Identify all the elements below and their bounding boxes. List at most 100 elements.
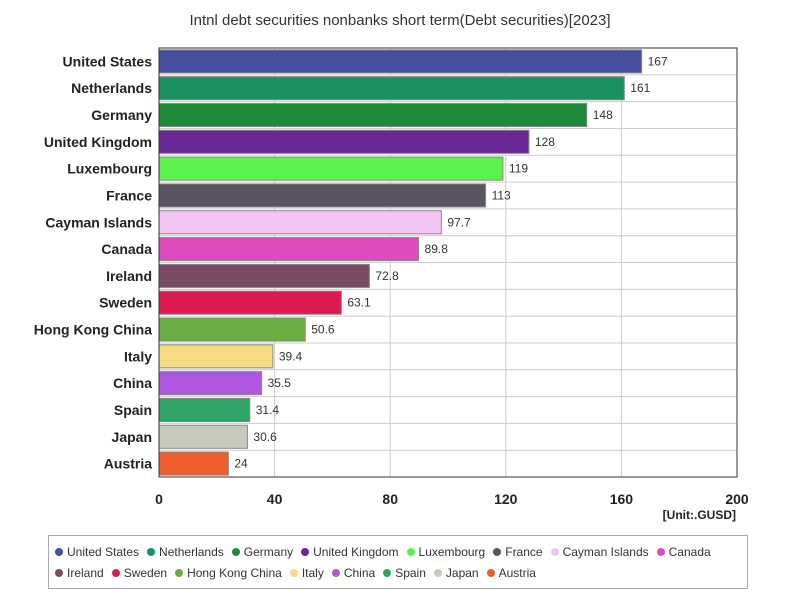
value-label: 161 [630,81,650,95]
legend-label: France [505,544,543,559]
value-label: 119 [509,162,528,176]
value-label: 50.6 [311,323,335,337]
legend-label: Austria [498,565,536,580]
legend-item[interactable]: China [331,562,376,583]
legend-item[interactable]: Luxembourg [406,541,486,562]
legend-item[interactable]: Cayman Islands [550,541,649,562]
legend-label: Japan [445,565,479,580]
category-label: Spain [114,402,152,418]
legend-label: China [343,565,376,580]
category-labels: United States Netherlands Germany United Ki… [34,53,152,471]
grid-lines [158,48,738,477]
legend-marker [111,568,120,577]
legend-label: United States [67,544,140,559]
x-tick-label: 120 [494,491,518,507]
bar [158,371,263,396]
category-label: Ireland [106,268,152,284]
value-label: 148 [593,108,613,122]
bar [158,76,625,101]
value-label: 167 [648,54,668,68]
category-label: Austria [104,456,152,472]
legend-label: Luxembourg [418,544,486,559]
bar [158,103,588,128]
legend-item[interactable]: France [493,541,543,562]
legend-item[interactable]: Italy [289,562,324,583]
x-tick-label: 200 [725,491,749,507]
bar [158,49,643,74]
legend-item[interactable]: Austria [486,562,536,583]
legend-item[interactable]: Canada [656,541,711,562]
legend-marker [231,547,240,556]
category-label: United Kingdom [44,134,152,150]
legend-label: Spain [395,565,426,580]
bar [158,290,342,315]
bar [158,129,530,154]
legend-item[interactable]: United States [55,541,139,562]
x-tick-label: 80 [382,491,398,507]
category-label: Germany [91,107,152,123]
legend-marker [289,568,298,577]
category-label: Cayman Islands [45,214,152,230]
legend-label: Ireland [67,565,104,580]
value-label: 72.8 [375,269,399,283]
legend-item[interactable]: Spain [383,562,426,583]
legend-marker [55,568,63,577]
bar [158,317,306,342]
value-label: 89.8 [425,242,449,256]
category-label: Italy [124,348,152,364]
bar [158,183,487,208]
legend: United States Netherlands Germany United Ki… [48,535,748,589]
legend-label: Netherlands [159,544,224,559]
legend-item[interactable]: Germany [231,541,294,562]
category-label: France [106,187,152,203]
category-label: Luxembourg [67,161,152,177]
category-label: Hong Kong China [34,322,152,338]
bar [158,397,251,422]
legend-item[interactable]: United Kingdom [301,541,399,562]
value-label: 30.6 [253,430,277,444]
legend-marker [175,568,184,577]
legend-marker [331,568,340,577]
legend-label: Germany [243,544,294,559]
bar [158,424,248,449]
value-label: 128 [535,135,555,149]
legend-marker [493,547,502,556]
value-label: 31.4 [256,403,280,417]
legend-label: Hong Kong China [187,565,282,580]
legend-item[interactable]: Netherlands [147,541,224,562]
legend-item[interactable]: Ireland [55,562,104,583]
legend-marker [656,547,665,556]
category-label: Sweden [99,295,152,311]
bars [158,49,643,476]
bar [158,451,229,476]
bar [158,237,420,262]
x-tick-label: 40 [267,491,283,507]
plot-area-border [158,47,738,478]
category-label: Netherlands [71,80,152,96]
legend-marker [406,547,415,556]
legend-marker [486,568,495,577]
value-label: 97.7 [447,215,471,229]
bar [158,263,370,288]
legend-marker [55,547,63,556]
bar [158,344,274,369]
legend-item[interactable]: Sweden [111,562,167,583]
chart-title: Intnl debt securities nonbanks short ter… [189,12,611,29]
legend-marker [433,568,442,577]
x-tick-label: 0 [155,491,163,507]
legend-label: Italy [301,565,324,580]
category-label: Canada [101,241,152,257]
legend-label: Cayman Islands [562,544,649,559]
category-label: China [113,375,152,391]
value-label: 39.4 [279,349,303,363]
x-tick-label: 160 [610,491,634,507]
legend-marker [550,547,559,556]
legend-item[interactable]: Japan [433,562,479,583]
bar [158,156,504,181]
value-labels: 167 161 148 128 119 113 97.7 89.8 72.8 63.1 50.6 39… [234,54,668,470]
legend-label: Canada [668,544,711,559]
legend-item[interactable]: Hong Kong China [175,562,282,583]
unit-label: [Unit:.GUSD] [662,508,736,522]
value-label: 63.1 [347,296,371,310]
